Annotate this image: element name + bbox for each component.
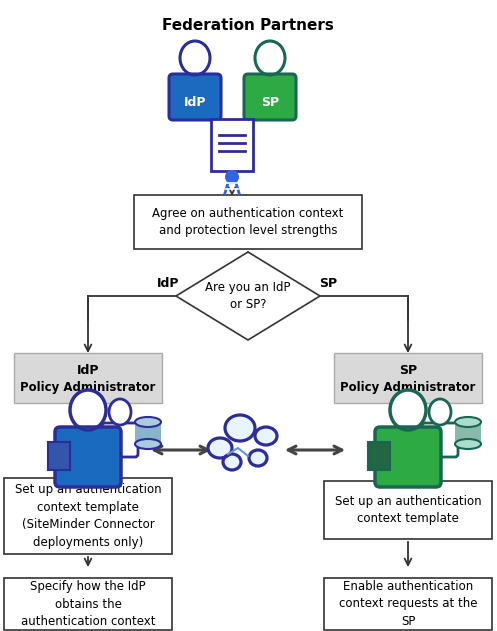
- FancyBboxPatch shape: [324, 578, 492, 630]
- Ellipse shape: [390, 390, 426, 430]
- Text: SP: SP: [399, 363, 417, 377]
- FancyBboxPatch shape: [324, 481, 492, 539]
- FancyBboxPatch shape: [14, 353, 162, 403]
- FancyBboxPatch shape: [169, 74, 221, 120]
- FancyBboxPatch shape: [4, 478, 172, 554]
- FancyBboxPatch shape: [244, 74, 296, 120]
- Text: Agree on authentication context
and protection level strengths: Agree on authentication context and prot…: [152, 207, 344, 237]
- Ellipse shape: [70, 390, 106, 430]
- FancyBboxPatch shape: [211, 119, 253, 171]
- Ellipse shape: [180, 41, 210, 75]
- Ellipse shape: [225, 415, 255, 441]
- Text: IdP: IdP: [77, 363, 99, 377]
- Polygon shape: [176, 252, 320, 340]
- Bar: [48, 442, 70, 470]
- Bar: [455, 422, 481, 444]
- Ellipse shape: [109, 399, 131, 425]
- Bar: [368, 442, 390, 470]
- Ellipse shape: [135, 439, 161, 449]
- FancyBboxPatch shape: [4, 578, 172, 630]
- Ellipse shape: [208, 438, 232, 458]
- Text: Policy Administrator: Policy Administrator: [20, 382, 156, 394]
- Text: Are you an IdP
or SP?: Are you an IdP or SP?: [205, 281, 291, 311]
- FancyBboxPatch shape: [102, 423, 138, 457]
- Ellipse shape: [135, 417, 161, 427]
- Ellipse shape: [429, 399, 451, 425]
- Text: Set up an authentication
context template
(SiteMinder Connector
deployments only: Set up an authentication context templat…: [15, 483, 162, 549]
- Bar: [135, 422, 161, 444]
- FancyBboxPatch shape: [134, 195, 362, 249]
- Circle shape: [225, 170, 239, 184]
- Text: Set up an authentication
context template: Set up an authentication context templat…: [334, 495, 481, 525]
- Ellipse shape: [255, 427, 277, 445]
- Ellipse shape: [249, 450, 267, 466]
- Text: IdP: IdP: [184, 95, 206, 109]
- Text: Federation Partners: Federation Partners: [162, 18, 334, 33]
- Ellipse shape: [455, 439, 481, 449]
- Text: Specify how the IdP
obtains the
authentication context: Specify how the IdP obtains the authenti…: [21, 580, 155, 628]
- FancyBboxPatch shape: [422, 423, 458, 457]
- Text: Policy Administrator: Policy Administrator: [340, 382, 476, 394]
- FancyBboxPatch shape: [334, 353, 482, 403]
- Text: SP: SP: [261, 95, 279, 109]
- Ellipse shape: [455, 417, 481, 427]
- Text: IdP: IdP: [157, 277, 179, 290]
- FancyBboxPatch shape: [375, 427, 441, 487]
- Ellipse shape: [255, 41, 285, 75]
- Text: Enable authentication
context requests at the
SP: Enable authentication context requests a…: [339, 580, 477, 628]
- Text: SP: SP: [319, 277, 337, 290]
- Ellipse shape: [223, 454, 241, 470]
- FancyBboxPatch shape: [55, 427, 121, 487]
